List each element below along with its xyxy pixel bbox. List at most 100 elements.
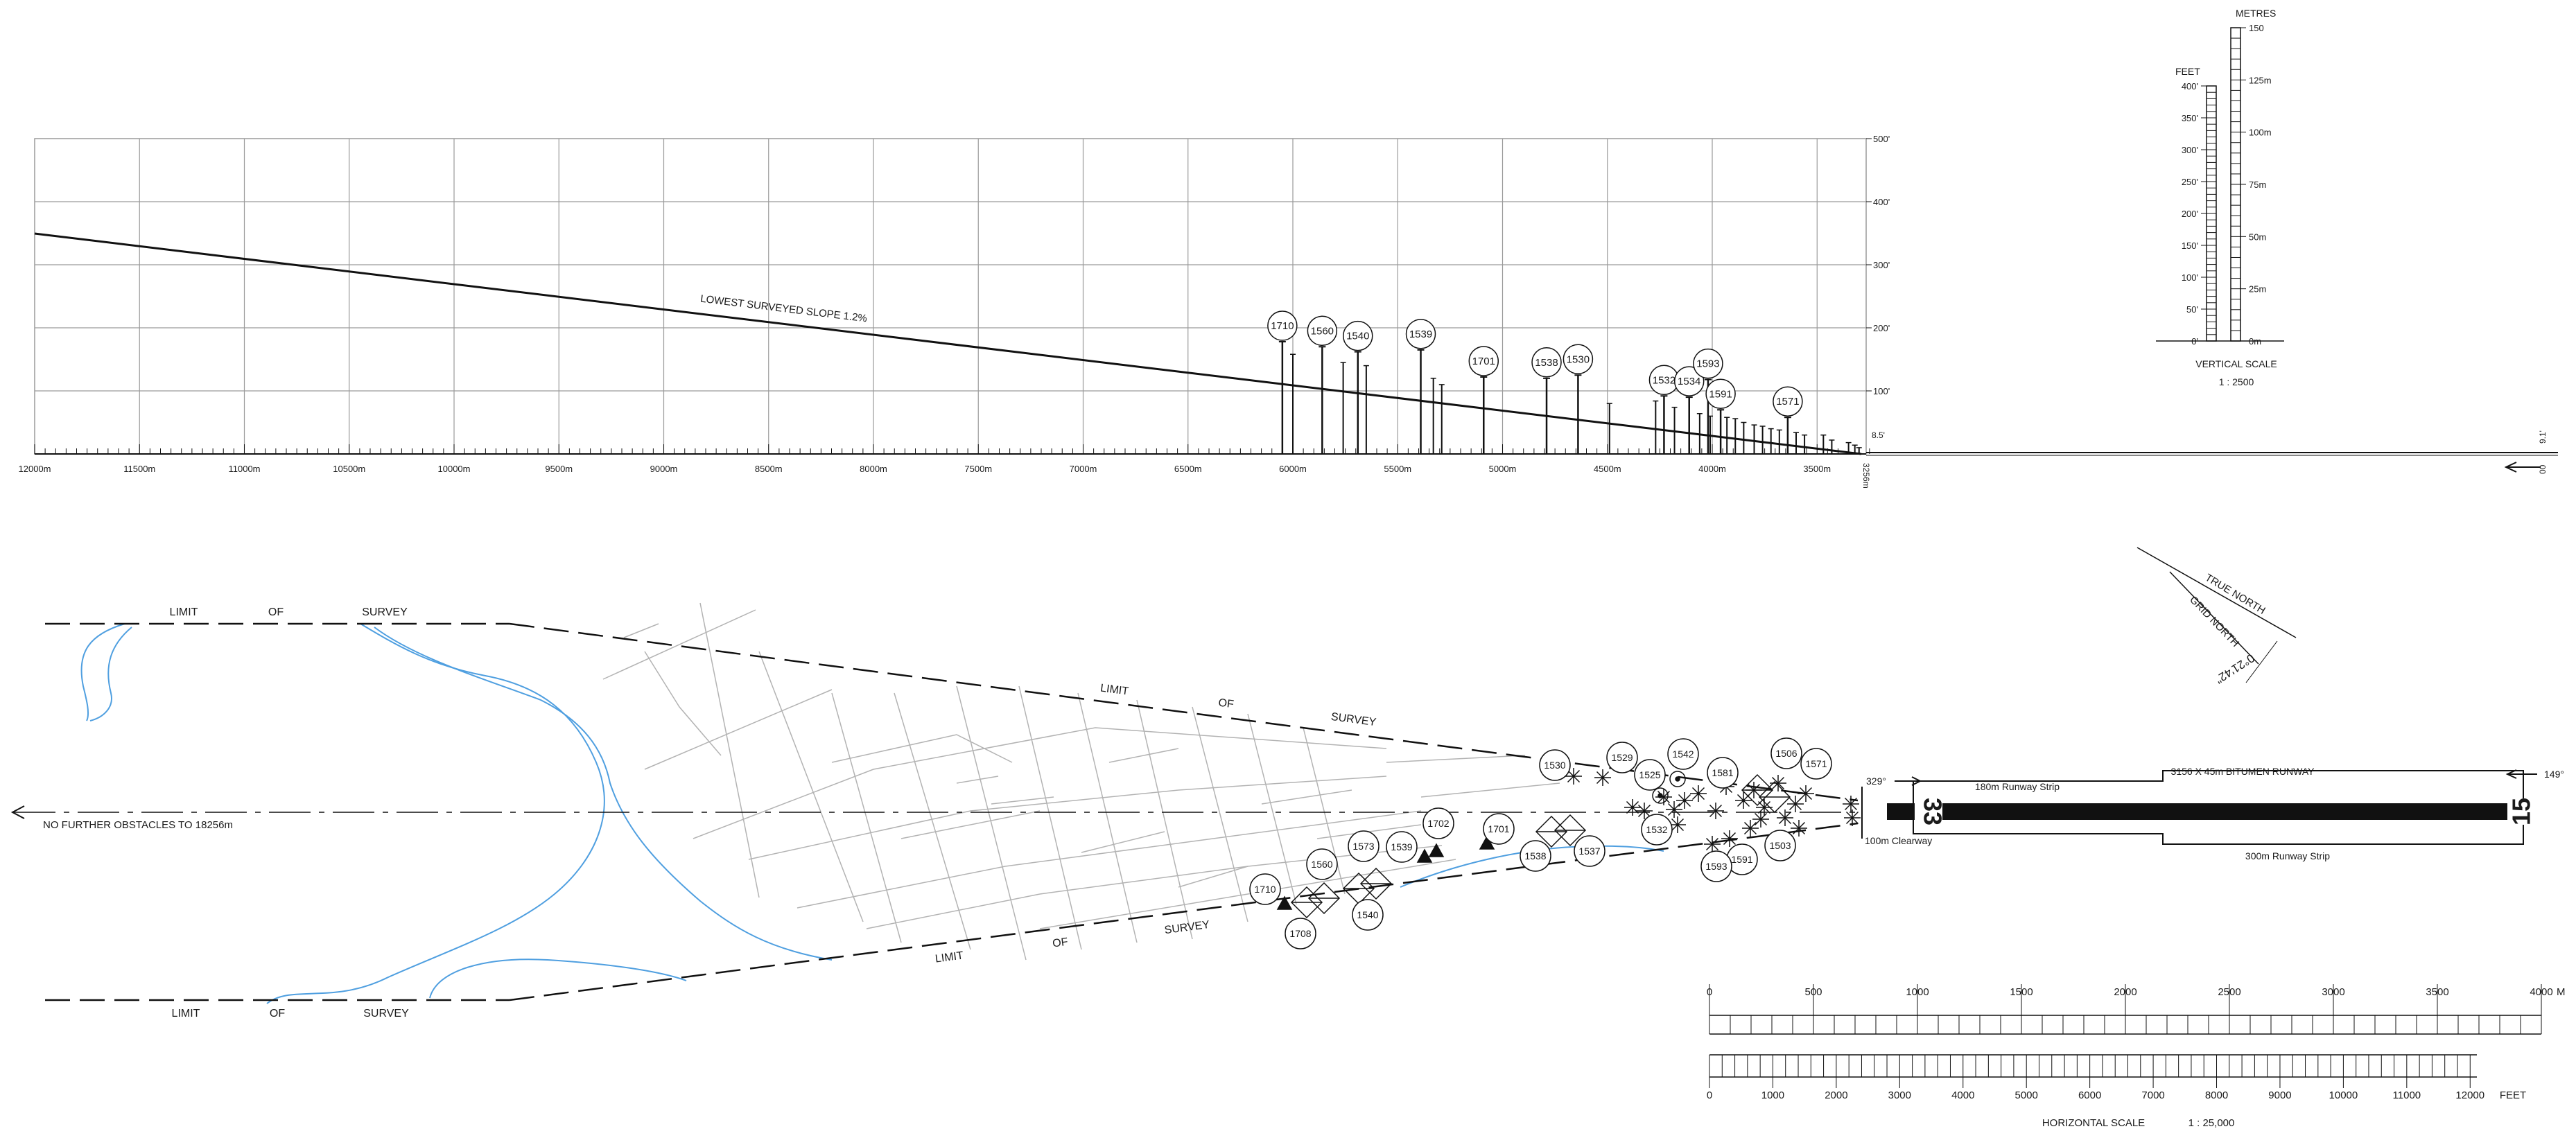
tree-icon: [1596, 771, 1610, 785]
runway-33-marking: 33: [1918, 798, 1947, 825]
plan-obstacle-id: 1573: [1352, 841, 1374, 852]
horizontal-scale: 0 500 1000 1500 2000 2500 3000 3500 4000 0 1000 20…: [1707, 984, 2566, 1129]
profile-x-tick-label: 5500m: [1384, 464, 1411, 474]
profile-x-tick-label: 10500m: [333, 464, 365, 474]
survey-word-top: SURVEY: [362, 606, 408, 618]
strip-180-label: 180m Runway Strip: [1975, 781, 2060, 792]
profile-obstacle-circle: [1307, 315, 1338, 347]
mast-icon: [1669, 771, 1686, 787]
tree-icon: [1792, 821, 1806, 835]
of-word-splay: OF: [1217, 697, 1234, 711]
profile-obstacle-circle: [1673, 366, 1705, 396]
profile-x-tick-label: 4000m: [1698, 464, 1726, 474]
limit-word-lower-splay: LIMIT: [934, 949, 964, 965]
profile-x-tick-label: 10000m: [438, 464, 471, 474]
tree-icon: [1845, 811, 1859, 825]
feet-label: FEET: [2175, 66, 2200, 77]
plan-view: NO FURTHER OBSTACLES TO 18256m LIMIT OF …: [10, 602, 2564, 1019]
metre-tick-label: 125m: [2249, 75, 2272, 85]
survey-word-bottom: SURVEY: [363, 1008, 409, 1019]
feet-tick-label: 150': [2182, 240, 2198, 251]
metre-tick-label: 50m: [2249, 231, 2266, 242]
plan-obstacle-id: 1506: [1775, 748, 1797, 759]
profile-x-tick-label: 8500m: [755, 464, 783, 474]
limit-word-top: LIMIT: [170, 606, 198, 618]
hscale-metre-label: 0: [1707, 986, 1712, 998]
hscale-feet-label: 5000: [2015, 1089, 2038, 1101]
hscale-ticks: [1709, 984, 2542, 1088]
tree-icon: [1709, 804, 1723, 818]
limit-word-splay: LIMIT: [1099, 682, 1129, 697]
profile-frame: [34, 138, 1867, 455]
feet-tick-label: 300': [2182, 145, 2198, 155]
profile-obstacle-circle: [1773, 386, 1803, 417]
hscale-title: HORIZONTAL SCALE: [2042, 1117, 2145, 1129]
hscale-feet-label: 9000: [2268, 1089, 2291, 1101]
of-word-bottom: OF: [270, 1008, 285, 1019]
mast-icon: [1652, 787, 1669, 804]
profile-obstacle-circle: [1531, 347, 1562, 378]
street-network: [602, 602, 1560, 961]
north-angle-label: 0°21'42": [2213, 651, 2256, 685]
plan-obstacle-id: 1532: [1646, 824, 1667, 835]
plan-obstacle-id: 1581: [1712, 767, 1733, 778]
north-angle-arc: [2245, 640, 2278, 683]
survey-word-lower-splay: SURVEY: [1164, 919, 1210, 936]
hscale-feet-unit: FEET: [2500, 1089, 2526, 1101]
profile-x-tick-label: 6500m: [1174, 464, 1202, 474]
hscale-metre-label: 2500: [2218, 986, 2240, 998]
profile-y-tick-label: 400': [1873, 197, 1890, 207]
building-icon: [1307, 882, 1341, 915]
profile-obstacle-circle: [1705, 378, 1736, 410]
metre-tick-label: 25m: [2249, 284, 2266, 295]
runway-plan: 33 15 180m Runway Strip 3156 X 45m BITUM…: [1861, 766, 2564, 861]
plan-obstacle-circle: [1306, 848, 1338, 880]
plan-obstacle-circle: [1386, 831, 1418, 863]
profile-y-tick-labels: 500' 400' 300' 200' 100': [1866, 134, 1890, 396]
north-arrow: TRUE NORTH GRID NORTH 0°21'42": [2136, 547, 2297, 686]
profile-x-tick-label: 12000m: [19, 464, 51, 474]
plan-obstacle-circle: [1764, 830, 1796, 861]
plan-obstacle-id: 1571: [1805, 758, 1827, 769]
metres-label: METRES: [2236, 8, 2276, 19]
profile-obstacle-id: 1540: [1346, 331, 1369, 342]
plan-obstacle-circle: [1483, 813, 1515, 845]
metre-tick-label: 150: [2249, 23, 2264, 33]
tree-icon: [1778, 811, 1792, 825]
arrow-left-icon: [2505, 769, 2537, 779]
plan-obstacle-circle: [1520, 840, 1551, 872]
tree-icon: [1626, 800, 1639, 814]
profile-obstacle-id: 1701: [1472, 356, 1495, 367]
true-north-label: TRUE NORTH: [2203, 572, 2268, 617]
metre-tick-label: 100m: [2249, 128, 2272, 138]
plan-obstacle-circle: [1667, 738, 1699, 770]
profile-x-tick-label: 8000m: [860, 464, 887, 474]
plan-obstacle-id: 1710: [1254, 884, 1276, 895]
plan-obstacle-circle: [1606, 742, 1638, 773]
profile-x-tick-label: 7000m: [1070, 464, 1097, 474]
building-icon: [1758, 780, 1791, 814]
plan-obstacle-circle: [1539, 749, 1571, 781]
building-icon: [1554, 814, 1587, 847]
hscale-metre-label: 1000: [1906, 986, 1929, 998]
profile-obstacle-id: 1591: [1709, 388, 1732, 400]
tree-icon: [1705, 837, 1719, 851]
runway-15-marking: 15: [2507, 798, 2536, 825]
profile-x-tick-label: 11500m: [123, 464, 155, 474]
far-mark: 00: [2538, 464, 2548, 474]
feet-tick-label: 200': [2182, 209, 2198, 219]
profile-obstacle-id: 1539: [1409, 329, 1432, 340]
profile-y-tick-label: 500': [1873, 134, 1890, 144]
plan-obstacle-circle: [1634, 759, 1666, 791]
hscale-feet-labels: 0 1000 2000 3000 4000 5000 6000 7000 8000 9000 100…: [1707, 1089, 2484, 1101]
plan-obstacle-id: 1530: [1544, 760, 1565, 771]
plan-obstacle-circle: [1348, 830, 1380, 862]
profile-obstacles: 1710 1560 1540 1539 1701 1538 1530 1532 1534 1593…: [1267, 310, 1803, 454]
mast-icon-dot: [1657, 793, 1663, 798]
arrow-left-icon: [2504, 462, 2541, 473]
plan-obstacle-id: 1525: [1639, 769, 1660, 780]
threshold-33-box: [1915, 801, 1942, 822]
hscale-feet-label: 8000: [2205, 1089, 2228, 1101]
hscale-metre-label: 4000: [2530, 986, 2552, 998]
threshold-15-box: [2507, 798, 2535, 825]
